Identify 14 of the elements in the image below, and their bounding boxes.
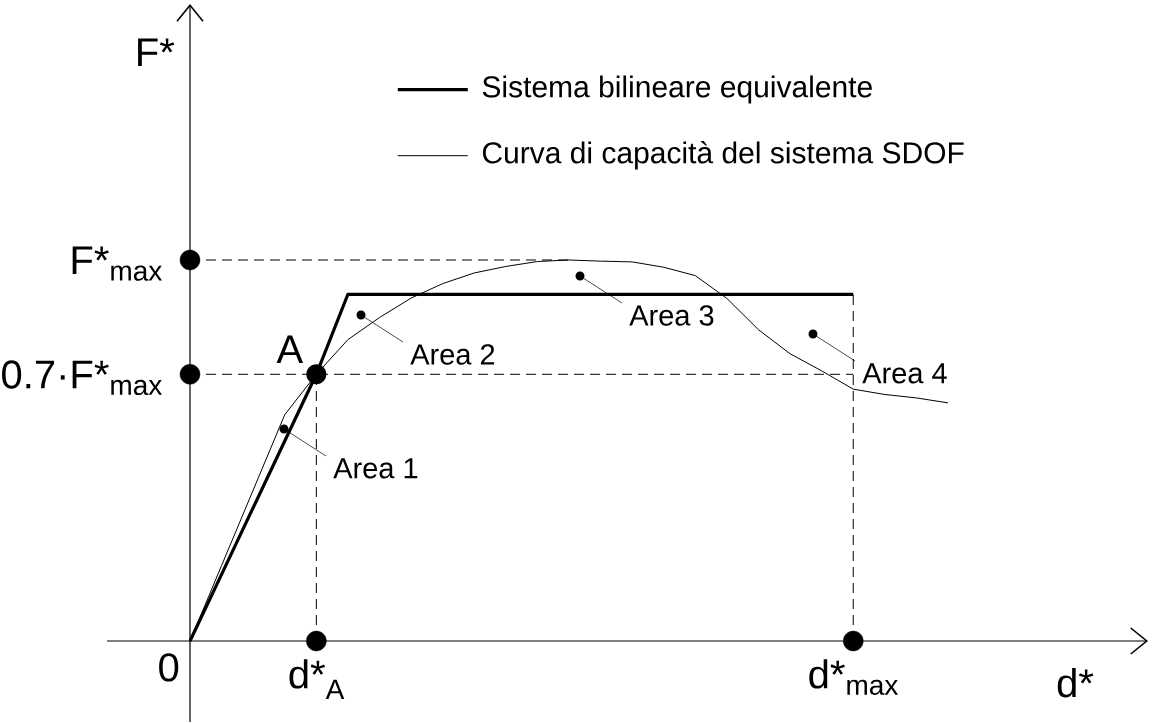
x-tick-label: d*$_{max}$: [809, 659, 899, 695]
annotation: Area 2: [410, 344, 495, 365]
x-tick-label: d*$_{A}$: [289, 659, 345, 699]
annotation: Area 3: [629, 305, 714, 326]
annotation: Area 1: [333, 458, 418, 479]
x-axis-title: d*: [1057, 668, 1094, 698]
legend-label: Sistema bilineare equivalente: [482, 75, 872, 104]
ref-line-label: 0.7·F*$_{max}$: [2, 360, 162, 396]
x-tick-label: 0: [159, 653, 179, 682]
legend-label: Curva di capacità del sistema SDOF: [482, 141, 964, 170]
annotation: A: [276, 335, 304, 364]
y-axis-title: F*: [138, 38, 175, 66]
ref-line-label: F*$_{max}$: [72, 246, 162, 281]
annotation: Area 4: [862, 363, 947, 384]
